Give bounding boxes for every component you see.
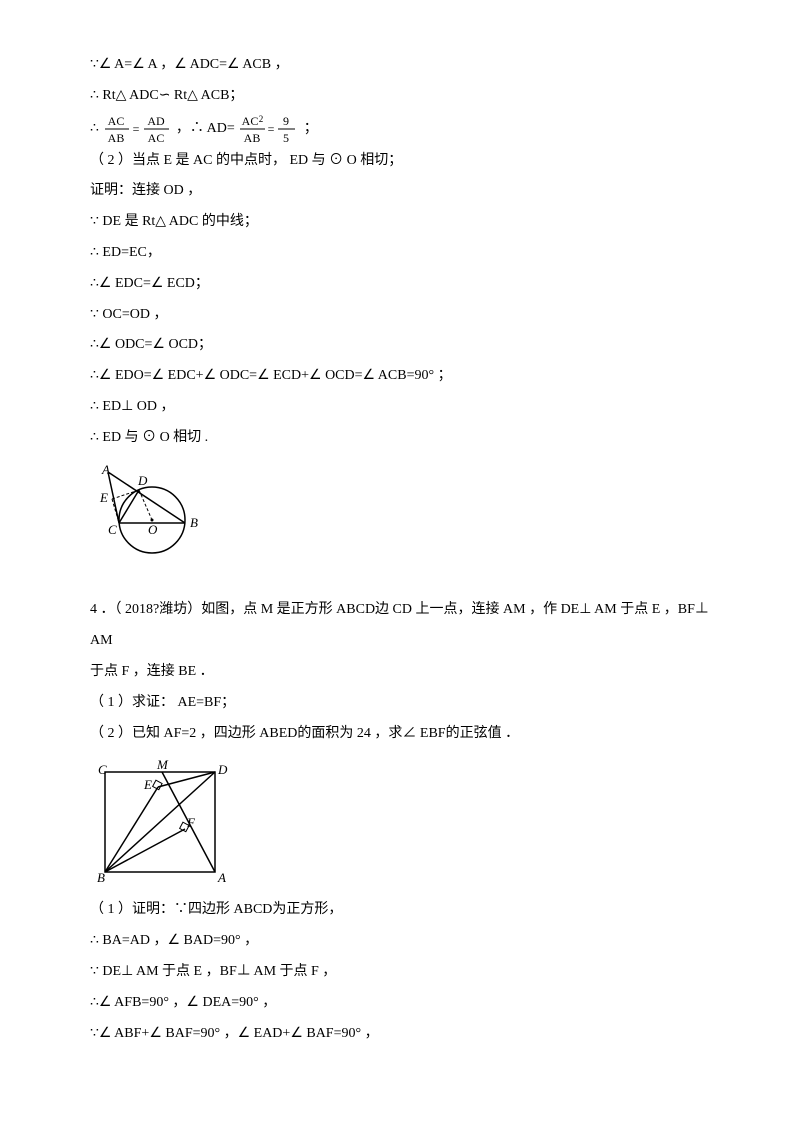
proof-line: ∴ Rt△ ADC∽ Rt△ ACB； xyxy=(90,81,710,112)
solution-line: ∴ BA=AD ，∠ BAD=90° ， xyxy=(90,926,710,957)
proof-line: ∴ ED=EC， xyxy=(90,238,710,269)
text: ∴ xyxy=(90,121,99,136)
fraction-expr-1: AC AB = AD AC xyxy=(102,112,172,146)
svg-text:AB: AB xyxy=(244,131,261,145)
svg-text:9: 9 xyxy=(283,114,289,128)
svg-text:AC: AC xyxy=(108,114,125,128)
svg-text:D: D xyxy=(137,473,148,488)
proof-line: 证明：连接 OD ， xyxy=(90,176,710,207)
figure-square: C M D E F B A xyxy=(90,757,710,887)
proof-line: （ 2 ）当点 E 是 AC 的中点时， ED 与 ⊙ O 相切； xyxy=(90,146,710,177)
svg-text:=: = xyxy=(268,122,275,136)
problem-4b: 于点 F ，连接 BE ． xyxy=(90,657,710,688)
svg-text:F: F xyxy=(186,815,196,830)
svg-text:=: = xyxy=(133,122,140,136)
solution-line: ∴∠ AFB=90° ，∠ DEA=90° ， xyxy=(90,988,710,1019)
svg-text:B: B xyxy=(190,515,198,530)
proof-line-fraction: ∴ AC AB = AD AC ，∴ AD= AC 2 AB = 9 5 ； xyxy=(90,112,710,146)
svg-text:C: C xyxy=(98,762,107,777)
solution-line: ∵∠ ABF+∠ BAF=90° ，∠ EAD+∠ BAF=90° ， xyxy=(90,1019,710,1050)
solution-line: ∵ DE⊥ AM 于点 E ，BF⊥ AM 于点 F ， xyxy=(90,957,710,988)
svg-text:M: M xyxy=(156,757,169,772)
proof-line: ∵ DE 是 Rt△ ADC 的中线； xyxy=(90,207,710,238)
solution-line: （ 1 ）证明：∵四边形 ABCD为正方形， xyxy=(90,895,710,926)
svg-text:AC: AC xyxy=(148,131,165,145)
problem-4-1: （ 1 ）求证： AE=BF； xyxy=(90,688,710,719)
svg-text:D: D xyxy=(217,762,228,777)
proof-line: ∴ ED⊥ OD ， xyxy=(90,392,710,423)
svg-text:E: E xyxy=(143,777,152,792)
proof-line: ∴∠ ODC=∠ OCD； xyxy=(90,330,710,361)
text: ，∴ AD= xyxy=(176,121,235,136)
svg-text:A: A xyxy=(101,462,110,477)
proof-line: ∴∠ EDC=∠ ECD； xyxy=(90,269,710,300)
text: ； xyxy=(304,121,318,136)
svg-text:E: E xyxy=(99,490,108,505)
svg-text:2: 2 xyxy=(259,114,264,124)
proof-line: ∴∠ EDO=∠ EDC+∠ ODC=∠ ECD+∠ OCD=∠ ACB=90°… xyxy=(90,361,710,392)
proof-line: ∵ OC=OD ， xyxy=(90,300,710,331)
problem-4: 4 ．（ 2018?潍坊）如图，点 M 是正方形 ABCD边 CD 上一点，连接… xyxy=(90,595,710,657)
svg-text:5: 5 xyxy=(283,131,289,145)
svg-text:O: O xyxy=(148,522,158,537)
problem-4-2: （ 2 ）已知 AF=2 ，四边形 ABED的面积为 24 ，求∠ EBF的正弦… xyxy=(90,719,710,750)
svg-text:B: B xyxy=(97,870,105,885)
proof-line: ∵∠ A=∠ A ，∠ ADC=∠ ACB ， xyxy=(90,50,710,81)
svg-text:AB: AB xyxy=(108,131,125,145)
svg-text:AD: AD xyxy=(148,114,166,128)
fraction-expr-2: AC 2 AB = 9 5 xyxy=(238,112,300,146)
proof-line: ∴ ED 与 ⊙ O 相切 . xyxy=(90,423,710,454)
svg-text:AC: AC xyxy=(242,114,259,128)
figure-circle-triangle: A D E C O B xyxy=(90,462,710,557)
svg-text:C: C xyxy=(108,522,117,537)
svg-text:A: A xyxy=(217,870,226,885)
